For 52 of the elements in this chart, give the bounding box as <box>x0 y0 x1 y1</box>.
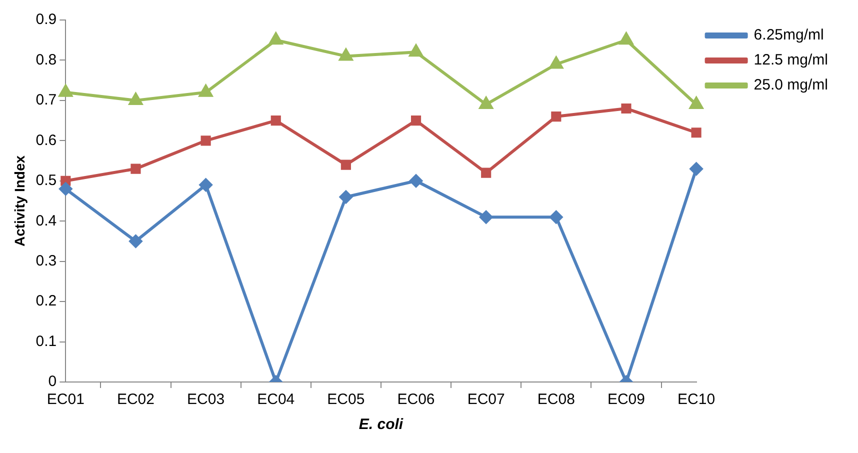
y-tick-label: 0.6 <box>36 132 57 149</box>
point <box>410 116 422 126</box>
point <box>480 210 493 224</box>
point <box>269 32 283 45</box>
point <box>58 84 72 97</box>
point <box>550 210 563 224</box>
point <box>339 190 352 204</box>
x-axis-title: E. coli <box>358 416 404 434</box>
point <box>270 116 281 126</box>
y-tick-label: 0.4 <box>36 212 57 230</box>
x-tick-label: EC06 <box>397 391 435 408</box>
y-tick-label: 0.2 <box>36 292 57 310</box>
x-tick-label: EC10 <box>678 391 716 408</box>
y-tick-label: 0.9 <box>36 11 57 28</box>
y-tick-label: 0.7 <box>36 92 57 109</box>
legend-label: 6.25mg/ml <box>754 26 824 44</box>
point <box>340 160 351 170</box>
x-tick-label: EC03 <box>187 391 225 408</box>
point <box>130 164 141 174</box>
point <box>690 96 703 109</box>
y-tick-label: 0.3 <box>36 252 57 270</box>
point <box>621 103 632 114</box>
point <box>549 56 563 69</box>
point <box>690 162 703 176</box>
y-tick-label: 0.5 <box>36 172 57 190</box>
point <box>479 96 493 109</box>
y-tick-label: 0.8 <box>36 51 57 68</box>
point <box>59 182 72 196</box>
x-tick-label: EC02 <box>116 391 154 408</box>
x-tick-label: EC05 <box>327 391 365 408</box>
x-tick-label: EC09 <box>607 391 645 408</box>
point <box>199 84 212 97</box>
x-tick-label: EC08 <box>537 391 575 408</box>
point <box>129 92 142 105</box>
x-tick-label: EC04 <box>257 391 295 408</box>
point <box>199 178 212 192</box>
legend-label: 25.0 mg/ml <box>754 76 828 94</box>
legend-label: 12.5 mg/ml <box>754 52 828 69</box>
point <box>551 112 562 122</box>
point <box>691 128 702 138</box>
x-tick-label: EC01 <box>46 391 84 408</box>
y-axis-title: Activity Index <box>11 155 28 247</box>
point <box>200 136 211 146</box>
point <box>410 174 423 188</box>
point <box>339 48 353 61</box>
point <box>620 32 633 45</box>
y-tick-label: 0 <box>48 373 57 390</box>
point <box>409 44 423 57</box>
y-tick-label: 0.1 <box>36 332 57 350</box>
point <box>481 168 492 178</box>
x-tick-label: EC07 <box>467 391 505 408</box>
point <box>129 234 142 248</box>
